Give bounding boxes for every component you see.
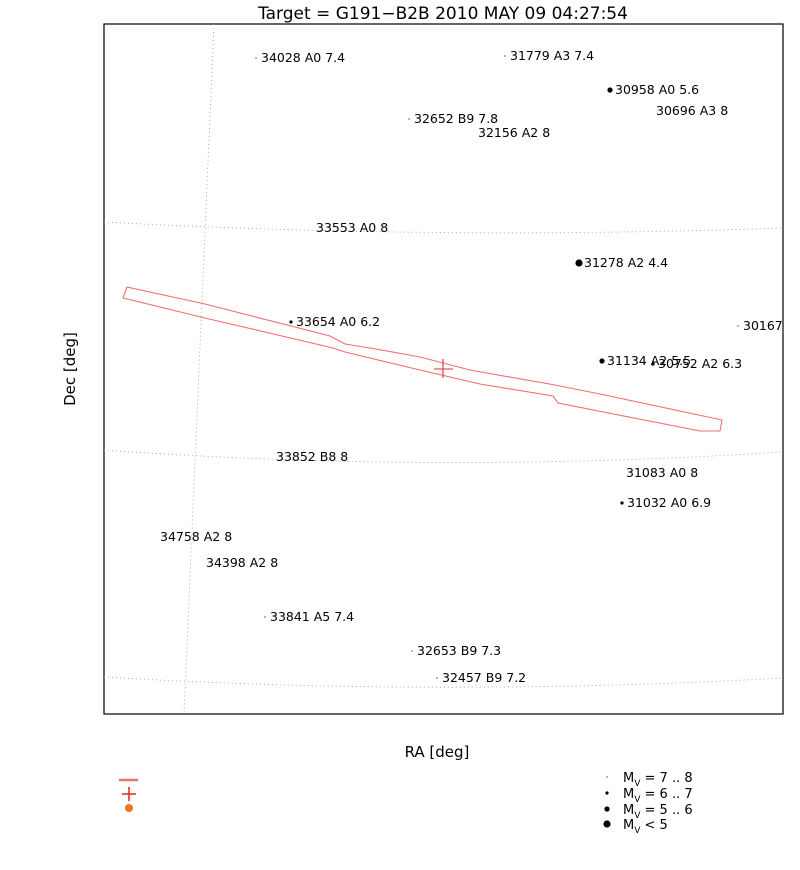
dec-grid-line xyxy=(103,221,784,234)
alice-slit-outline xyxy=(122,286,723,432)
star-label: 32653 B9 7.3 xyxy=(417,643,501,658)
star-marker xyxy=(575,259,583,267)
star-label: 31278 A2 4.4 xyxy=(584,255,668,270)
dec-grid-line xyxy=(103,676,784,688)
star-marker xyxy=(436,677,438,679)
legend-mag-label: MV < 5 xyxy=(623,818,668,836)
star-marker xyxy=(737,325,739,327)
fov-boresight xyxy=(434,359,453,378)
star-label: 34758 A2 8 xyxy=(160,529,232,544)
x-axis-label: RA [deg] xyxy=(405,743,470,761)
star-label: 31779 A3 7.4 xyxy=(510,48,594,63)
star-label: 30752 A2 6.3 xyxy=(658,356,742,371)
star-label: 34398 A2 8 xyxy=(206,555,278,570)
dec-grid-line xyxy=(103,449,784,463)
star-label: 32156 A2 8 xyxy=(478,125,550,140)
star-label: 30696 A3 8 xyxy=(656,103,728,118)
legend-mag-label: MV = 5 .. 6 xyxy=(623,803,693,821)
coordinate-grid xyxy=(103,23,784,715)
star-marker xyxy=(264,616,266,618)
chart-title: Target = G191−B2B 2010 MAY 09 04:27:54 xyxy=(257,4,628,24)
star-label: 34028 A0 7.4 xyxy=(261,50,345,65)
star-label: 30958 A0 5.6 xyxy=(615,82,699,97)
alice-slit xyxy=(122,286,723,432)
star-marker xyxy=(411,650,413,652)
star-marker xyxy=(599,358,605,364)
legend-mag-label: MV = 6 .. 7 xyxy=(623,787,693,805)
star-marker xyxy=(620,501,624,505)
star-label: 30167 xyxy=(743,318,783,333)
y-axis-label: Dec [deg] xyxy=(61,332,79,406)
star-marker xyxy=(504,55,506,57)
star-label: 32457 B9 7.2 xyxy=(442,670,526,685)
star-label: 31083 A0 8 xyxy=(626,465,698,480)
star-marker xyxy=(651,362,655,366)
legend-mag-symbol xyxy=(606,776,608,778)
legend-mag-symbol xyxy=(605,791,609,795)
star-field: 34028 A0 7.4 31779 A3 7.4 30958 A0 5.6 3069… xyxy=(160,48,783,685)
legend-mag-symbol xyxy=(603,820,611,828)
star-label: 32652 B9 7.8 xyxy=(414,111,498,126)
ra-grid-line xyxy=(183,23,215,715)
legend-solar-body-symbol xyxy=(125,804,133,812)
legend-mag-label: MV = 7 .. 8 xyxy=(623,771,693,789)
plot-frame xyxy=(103,23,784,715)
star-label: 33654 A0 6.2 xyxy=(296,314,380,329)
legend-symbols xyxy=(119,778,138,812)
star-marker xyxy=(289,320,293,324)
star-label: 31032 A0 6.9 xyxy=(627,495,711,510)
star-label: 33841 A5 7.4 xyxy=(270,609,354,624)
legend-magnitudes: MV = 7 .. 8MV = 6 .. 7MV = 5 .. 6MV < 5 xyxy=(603,771,693,836)
star-marker xyxy=(408,118,410,120)
star-label: 33852 B8 8 xyxy=(276,449,348,464)
star-marker xyxy=(255,57,257,59)
star-label: 33553 A0 8 xyxy=(316,220,388,235)
star-marker xyxy=(607,87,613,93)
star-label: 31134 A2 5.5 xyxy=(607,353,691,368)
legend-mag-symbol xyxy=(604,806,610,812)
